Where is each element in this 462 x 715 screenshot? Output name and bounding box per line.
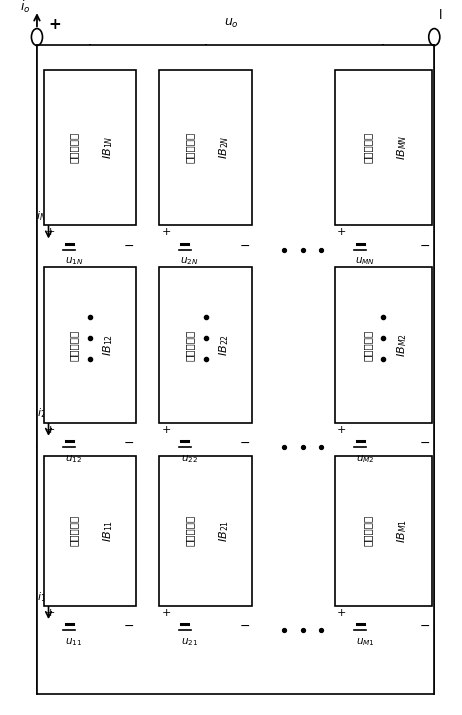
Text: −: − — [124, 621, 134, 633]
Text: 智慧蓄电池: 智慧蓄电池 — [184, 330, 195, 360]
Text: $u_{12}$: $u_{12}$ — [66, 453, 82, 465]
Text: IB$_{2N}$: IB$_{2N}$ — [217, 136, 231, 159]
FancyBboxPatch shape — [335, 455, 432, 606]
FancyBboxPatch shape — [44, 455, 136, 606]
Text: 智慧蓄电池: 智慧蓄电池 — [362, 132, 372, 163]
Text: +: + — [162, 608, 171, 618]
Text: IB$_{1N}$: IB$_{1N}$ — [102, 136, 116, 159]
Text: $u_{21}$: $u_{21}$ — [181, 636, 198, 648]
Text: $i_N$: $i_N$ — [36, 209, 46, 223]
Text: IB$_{M2}$: IB$_{M2}$ — [395, 333, 409, 357]
FancyBboxPatch shape — [44, 70, 136, 225]
Text: −: − — [124, 437, 134, 450]
Text: $u_{M2}$: $u_{M2}$ — [356, 453, 374, 465]
Text: $u_{11}$: $u_{11}$ — [65, 636, 83, 648]
Text: +: + — [337, 425, 346, 435]
Text: +: + — [337, 227, 346, 237]
Text: 智慧蓄电池: 智慧蓄电池 — [69, 515, 79, 546]
Text: 智慧蓄电池: 智慧蓄电池 — [69, 330, 79, 360]
Text: $i_2$: $i_2$ — [37, 406, 46, 420]
Text: $u_{MN}$: $u_{MN}$ — [355, 255, 375, 267]
Text: −: − — [240, 621, 250, 633]
FancyBboxPatch shape — [44, 267, 136, 423]
Text: $u_{M1}$: $u_{M1}$ — [356, 636, 374, 648]
Text: 智慧蓄电池: 智慧蓄电池 — [362, 330, 372, 360]
Text: 智慧蓄电池: 智慧蓄电池 — [184, 132, 195, 163]
Text: $u_{2N}$: $u_{2N}$ — [180, 255, 199, 267]
Text: +: + — [162, 227, 171, 237]
Text: $i_1$: $i_1$ — [37, 590, 46, 603]
FancyBboxPatch shape — [335, 267, 432, 423]
Text: +: + — [46, 608, 55, 618]
Text: l: l — [439, 9, 443, 22]
Text: 智慧蓄电池: 智慧蓄电池 — [69, 132, 79, 163]
Text: +: + — [337, 608, 346, 618]
Text: $u_{22}$: $u_{22}$ — [181, 453, 198, 465]
Text: +: + — [46, 425, 55, 435]
Text: 智慧蓄电池: 智慧蓄电池 — [184, 515, 195, 546]
Text: $i_o$: $i_o$ — [19, 0, 30, 16]
Text: IB$_{21}$: IB$_{21}$ — [217, 520, 231, 542]
Text: −: − — [420, 437, 430, 450]
Text: 智慧蓄电池: 智慧蓄电池 — [362, 515, 372, 546]
Text: IB$_{22}$: IB$_{22}$ — [217, 334, 231, 356]
Text: −: − — [240, 240, 250, 253]
Text: +: + — [162, 425, 171, 435]
Text: −: − — [240, 437, 250, 450]
FancyBboxPatch shape — [37, 46, 434, 694]
Text: +: + — [48, 17, 61, 32]
Text: $u_{1N}$: $u_{1N}$ — [65, 255, 83, 267]
Text: −: − — [124, 240, 134, 253]
Text: +: + — [46, 227, 55, 237]
Text: IB$_{M1}$: IB$_{M1}$ — [395, 518, 409, 543]
Text: IB$_{11}$: IB$_{11}$ — [102, 520, 116, 542]
FancyBboxPatch shape — [335, 70, 432, 225]
Text: −: − — [420, 240, 430, 253]
FancyBboxPatch shape — [159, 455, 252, 606]
Text: IB$_{12}$: IB$_{12}$ — [102, 334, 116, 356]
FancyBboxPatch shape — [159, 70, 252, 225]
Text: IB$_{MN}$: IB$_{MN}$ — [395, 135, 409, 160]
Text: −: − — [420, 621, 430, 633]
Text: $u_o$: $u_o$ — [224, 17, 238, 30]
FancyBboxPatch shape — [159, 267, 252, 423]
